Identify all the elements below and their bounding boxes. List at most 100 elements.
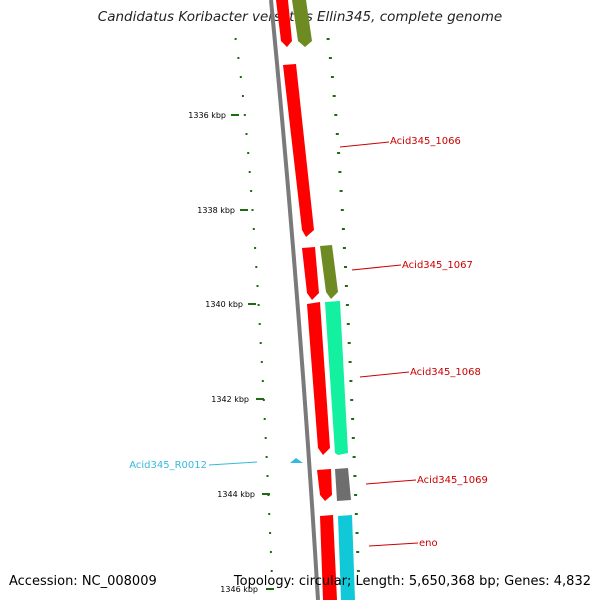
cds-arrow-acid345-1066[interactable] — [283, 64, 314, 237]
minor-tick — [330, 76, 334, 78]
minor-tick — [339, 190, 343, 192]
cds-arrow-acid345-1067[interactable] — [302, 247, 319, 300]
minor-tick — [251, 209, 254, 211]
gene-labels: Acid345_1066 Acid345_1067 Acid345_1068 A… — [390, 136, 488, 549]
major-tick — [240, 209, 248, 211]
minor-tick — [349, 380, 353, 382]
minor-tick — [234, 38, 237, 40]
minor-tick — [257, 304, 260, 306]
genome-backbone — [269, 0, 320, 600]
accession-label: Accession: NC_008009 — [9, 574, 157, 589]
minor-tick — [256, 285, 259, 287]
minor-tick — [345, 304, 349, 306]
minor-tick — [348, 361, 352, 363]
major-tick — [248, 303, 256, 305]
leader-acid345-1066 — [339, 141, 390, 148]
cog-block-acid345-1067[interactable] — [320, 245, 338, 299]
cog-block-acid345-1068[interactable] — [325, 301, 348, 455]
scale-label-1336: 1336 kbp — [188, 111, 226, 120]
minor-tick — [354, 494, 358, 496]
minor-tick — [335, 133, 339, 135]
minor-tick — [353, 475, 357, 477]
gene-label-acid345-1068[interactable]: Acid345_1068 — [410, 367, 481, 378]
cog-track — [292, 0, 355, 600]
minor-tick — [351, 437, 355, 439]
minor-tick — [247, 152, 250, 154]
minor-tick — [239, 76, 242, 78]
scale-label-1344: 1344 kbp — [217, 490, 255, 499]
scale-label-1338: 1338 kbp — [197, 206, 235, 215]
scale-label-1342: 1342 kbp — [211, 395, 249, 404]
minor-tick — [355, 532, 359, 534]
minor-tick — [250, 190, 253, 192]
scale-ticks-left — [234, 38, 273, 572]
major-tick — [256, 398, 264, 400]
scale-ticks-right — [326, 38, 360, 572]
minor-tick — [346, 323, 350, 325]
cog-block-top[interactable] — [292, 0, 312, 47]
minor-tick — [356, 570, 360, 572]
minor-tick — [332, 95, 336, 97]
minor-tick — [266, 475, 269, 477]
minor-tick — [337, 152, 341, 154]
minor-tick — [268, 513, 271, 515]
minor-tick — [252, 228, 255, 230]
cds-arrow-acid345-1068[interactable] — [307, 302, 330, 455]
minor-tick — [270, 570, 273, 572]
minor-tick — [264, 437, 267, 439]
minor-tick — [352, 456, 356, 458]
leader-acid345-1069 — [365, 479, 417, 485]
minor-tick — [260, 361, 263, 363]
minor-tick — [261, 380, 264, 382]
leader-eno — [368, 542, 419, 547]
gene-label-acid345-1067[interactable]: Acid345_1067 — [402, 260, 473, 271]
minor-tick — [334, 114, 338, 116]
minor-tick — [328, 57, 332, 59]
trna-marker-acid345-r0012[interactable] — [290, 458, 303, 463]
minor-tick — [350, 399, 354, 401]
cds-arrow-eno[interactable] — [320, 515, 337, 600]
major-tick — [231, 114, 239, 116]
leader-acid345-1067 — [351, 264, 402, 271]
minor-tick — [263, 418, 266, 420]
gene-label-eno[interactable]: eno — [419, 538, 438, 549]
cds-arrow-acid345-1069[interactable] — [317, 469, 332, 501]
minor-tick — [338, 171, 342, 173]
minor-tick — [255, 266, 258, 268]
minor-tick — [237, 57, 240, 59]
minor-tick — [340, 209, 344, 211]
genome-summary: Topology: circular; Length: 5,650,368 bp… — [233, 574, 591, 589]
cds-arrow-top[interactable] — [276, 0, 292, 47]
minor-tick — [344, 266, 347, 268]
minor-tick — [342, 247, 346, 249]
gene-label-leaders — [339, 141, 419, 547]
minor-tick — [347, 342, 351, 344]
gene-label-acid345-1069[interactable]: Acid345_1069 — [417, 475, 488, 486]
minor-tick — [265, 456, 268, 458]
minor-tick — [354, 513, 358, 515]
minor-tick — [269, 532, 272, 534]
major-tick — [262, 493, 270, 495]
cog-block-acid345-1069[interactable] — [335, 468, 351, 501]
minor-tick — [258, 323, 261, 325]
minor-tick — [269, 551, 272, 553]
cog-block-eno[interactable] — [338, 515, 355, 600]
major-tick — [266, 588, 274, 590]
scale-label-1346: 1346 kbp — [220, 585, 258, 594]
minor-tick — [341, 228, 345, 230]
gene-label-acid345-1066[interactable]: Acid345_1066 — [390, 136, 461, 147]
minor-tick — [241, 95, 244, 97]
leader-acid345-1068 — [359, 371, 410, 378]
cds-forward-track — [276, 0, 337, 600]
rna-label-acid345-r0012[interactable]: Acid345_R0012 — [129, 460, 207, 471]
minor-tick — [248, 171, 251, 173]
scale-labels: 1336 kbp 1338 kbp 1340 kbp 1342 kbp 1344… — [188, 111, 258, 594]
scale-label-1340: 1340 kbp — [205, 300, 243, 309]
minor-tick — [356, 551, 360, 553]
minor-tick — [243, 114, 246, 116]
minor-tick — [254, 247, 257, 249]
scale-major-ticks — [231, 114, 274, 590]
minor-tick — [245, 133, 248, 135]
leader-acid345-r0012 — [208, 461, 258, 466]
